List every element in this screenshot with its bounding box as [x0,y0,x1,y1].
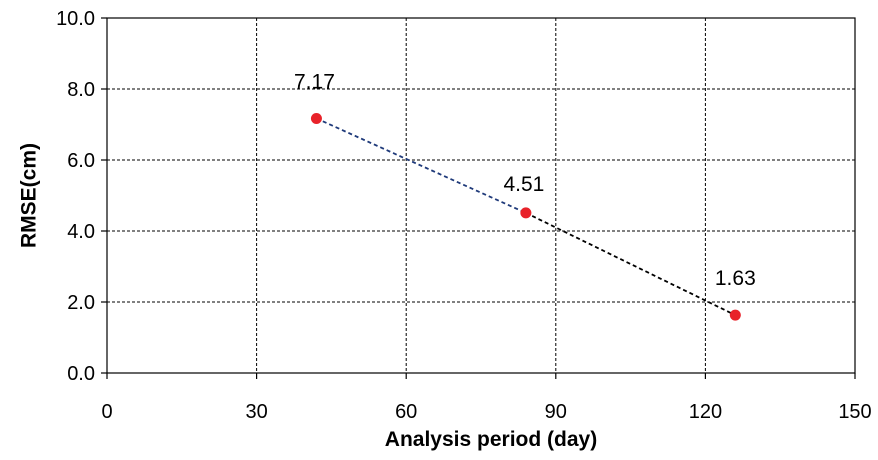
x-tick-label: 120 [689,401,722,423]
x-axis-ticks: 0 30 60 90 120 150 [101,373,872,423]
y-tick-label: 8.0 [67,79,95,101]
data-point [729,309,741,321]
data-label: 1.63 [715,267,756,290]
y-tick-label: 10.0 [56,8,95,30]
y-axis-ticks: 0.0 2.0 4.0 6.0 8.0 10.0 [56,8,107,385]
data-label: 7.17 [294,70,335,93]
x-tick-label: 90 [545,401,567,423]
y-tick-label: 6.0 [67,150,95,172]
grid-lines [107,18,855,373]
x-tick-label: 30 [245,401,267,423]
y-tick-label: 0.0 [67,363,95,385]
x-tick-label: 0 [101,401,112,423]
y-tick-label: 2.0 [67,292,95,314]
data-label: 4.51 [503,173,544,196]
data-point [310,112,322,124]
data-point [520,207,532,219]
trend-lines [316,117,736,316]
series-line-segment [316,117,527,214]
x-tick-label: 150 [838,401,871,423]
y-axis-title: RMSE(cm) [17,143,40,248]
plot-area-frame [106,17,856,374]
y-tick-label: 4.0 [67,221,95,243]
series-line-segment [525,212,736,316]
x-tick-label: 60 [395,401,417,423]
x-axis-title: Analysis period (day) [385,428,597,451]
data-points [310,112,741,321]
data-labels: 7.17 4.51 1.63 [294,70,756,290]
